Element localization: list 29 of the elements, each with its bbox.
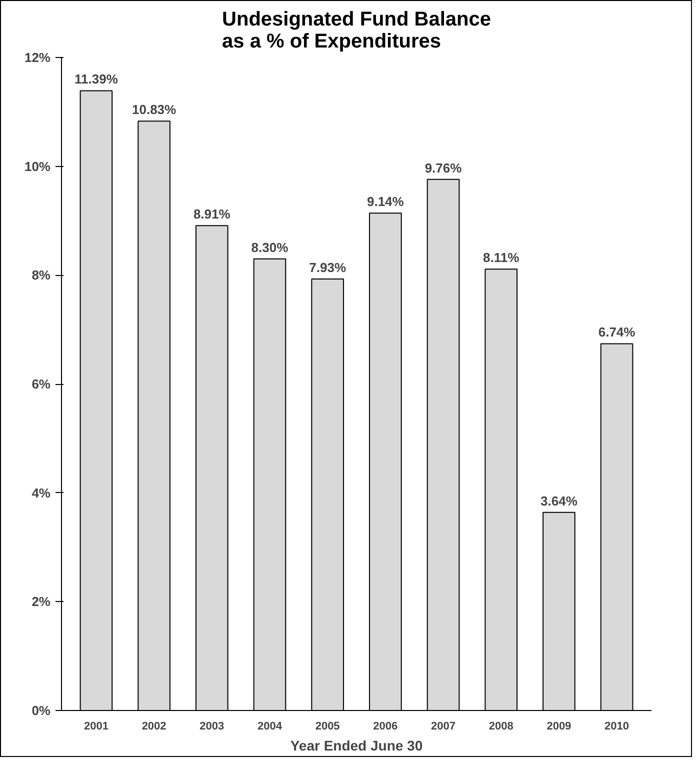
data-label: 10.83% xyxy=(132,102,177,118)
data-label: 9.14% xyxy=(366,194,404,210)
y-tick-label: 8% xyxy=(32,268,51,283)
y-tick-label: 0% xyxy=(32,703,51,718)
data-label: 8.91% xyxy=(193,206,231,222)
x-tick-label: 2009 xyxy=(546,720,572,732)
x-tick-label: 2002 xyxy=(142,720,166,732)
data-label: 9.76% xyxy=(424,160,462,176)
x-tick-label: 2003 xyxy=(200,720,224,732)
data-label: 6.74% xyxy=(598,324,636,340)
y-tick-label: 2% xyxy=(32,594,51,610)
x-axis-title: Year Ended June 30 xyxy=(290,738,423,754)
x-tick-label: 2010 xyxy=(604,720,630,732)
x-tick-label: 2006 xyxy=(373,720,398,732)
data-label: 7.93% xyxy=(309,260,346,275)
data-label: 11.39% xyxy=(74,72,118,87)
data-label: 3.64% xyxy=(540,493,578,508)
chart-title: Undesignated Fund Balance as a % of Expenditures xyxy=(222,8,491,52)
y-tick-label: 10% xyxy=(24,158,51,174)
data-label: 8.11% xyxy=(483,250,520,266)
y-tick-label: 6% xyxy=(32,376,51,392)
x-tick-label: 2005 xyxy=(315,720,340,732)
x-tick-label: 2004 xyxy=(258,720,283,732)
x-tick-label: 2008 xyxy=(488,720,514,732)
y-tick-label: 12% xyxy=(24,50,51,65)
x-tick-label: 2001 xyxy=(84,720,108,732)
y-tick-label: 4% xyxy=(32,485,51,500)
data-label: 8.30% xyxy=(251,240,289,255)
x-tick-label: 2007 xyxy=(431,720,456,732)
